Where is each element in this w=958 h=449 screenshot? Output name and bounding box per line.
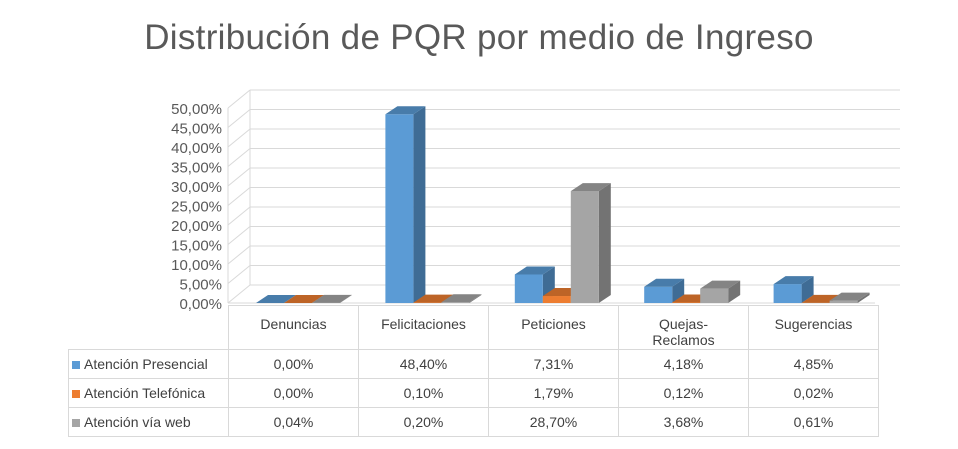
- bar-top: [829, 292, 870, 301]
- y-tick-label: 45,00%: [171, 121, 222, 138]
- series-name: Atención Presencial: [84, 356, 208, 372]
- y-tick-label: 50,00%: [171, 101, 222, 118]
- table-corner: [68, 305, 229, 350]
- side-gridline: [227, 206, 251, 226]
- side-gridline: [227, 284, 251, 304]
- side-gridline: [227, 167, 251, 187]
- bar-top: [385, 106, 426, 115]
- data-cell: 4,18%: [618, 349, 749, 379]
- bar-side: [728, 280, 741, 303]
- data-cell: 0,61%: [748, 407, 879, 437]
- bar: [644, 286, 673, 303]
- table-row: Atención Presencial 0,00% 48,40% 7,31% 4,18%…: [68, 349, 879, 379]
- table-row: Atención vía web 0,04% 0,20% 28,70% 3,68% 0,6…: [68, 407, 879, 437]
- category-label-line: Peticiones: [521, 316, 586, 332]
- side-gridline: [227, 265, 251, 284]
- bar: [570, 191, 599, 303]
- bar-top: [570, 183, 611, 192]
- category-label-line: Quejas-: [658, 316, 709, 332]
- data-cell: 0,12%: [618, 378, 749, 408]
- bar-side: [857, 292, 870, 303]
- side-gridline: [227, 109, 251, 128]
- bar-top: [413, 294, 454, 303]
- data-cell: 4,85%: [748, 349, 879, 379]
- category-label-line: Sugerencias: [774, 316, 853, 332]
- data-cell: 3,68%: [618, 407, 749, 437]
- bar-side: [801, 276, 814, 303]
- data-cell: 0,00%: [228, 378, 359, 408]
- legend-entry: Atención Telefónica: [68, 378, 229, 408]
- legend-key-icon: [72, 361, 80, 369]
- y-tick-label: 25,00%: [171, 199, 222, 216]
- y-tick-label: 15,00%: [171, 238, 222, 255]
- data-cell: 0,20%: [358, 407, 489, 437]
- bar: [514, 274, 543, 303]
- data-cell: 0,04%: [228, 407, 359, 437]
- bar-top: [700, 280, 741, 289]
- series-name: Atención Telefónica: [84, 385, 206, 401]
- data-cell: 0,10%: [358, 378, 489, 408]
- data-cell: 7,31%: [488, 349, 619, 379]
- bar-top: [773, 276, 814, 285]
- category-label: Denuncias: [228, 305, 359, 350]
- y-tick-label: 40,00%: [171, 140, 222, 157]
- bar-side: [413, 106, 426, 304]
- chart-title: Distribución de PQR por medio de Ingreso: [144, 18, 814, 57]
- bar: [829, 300, 858, 303]
- bar: [441, 302, 470, 303]
- category-label: Felicitaciones: [358, 305, 489, 350]
- side-gridline: [227, 148, 251, 167]
- bar-top: [256, 295, 296, 303]
- legend-entry: Atención Presencial: [68, 349, 229, 379]
- y-tick-label: 20,00%: [171, 218, 222, 235]
- table-row: Atención Telefónica 0,00% 0,10% 1,79% 0,12% 0…: [68, 378, 879, 408]
- bar-top: [441, 294, 482, 303]
- series-name: Atención vía web: [84, 414, 191, 430]
- bar: [700, 288, 729, 303]
- legend-key-icon: [72, 419, 80, 427]
- data-cell: 0,00%: [228, 349, 359, 379]
- bar: [773, 284, 802, 303]
- bar-top: [514, 266, 555, 275]
- data-cell: 28,70%: [488, 407, 619, 437]
- y-tick-label: 10,00%: [171, 257, 222, 274]
- bar-side: [598, 183, 611, 303]
- category-label-line: Felicitaciones: [381, 316, 466, 332]
- data-cell: 0,02%: [748, 378, 879, 408]
- y-tick-label: 30,00%: [171, 179, 222, 196]
- y-tick-label: 35,00%: [171, 160, 222, 177]
- bar: [542, 296, 571, 303]
- bar: [385, 114, 414, 304]
- side-gridline: [227, 128, 251, 148]
- data-table: Denuncias Felicitaciones Peticiones Quejas-…: [68, 305, 879, 437]
- side-gridline: [227, 245, 251, 265]
- category-label-line: Reclamos: [652, 332, 715, 348]
- category-label: Sugerencias: [748, 305, 879, 350]
- y-tick-label: 5,00%: [179, 277, 222, 294]
- bar-side: [340, 294, 352, 303]
- category-label: Quejas- Reclamos: [618, 305, 749, 350]
- legend-entry: Atención vía web: [68, 407, 229, 437]
- side-gridline: [227, 89, 251, 109]
- data-cell: 1,79%: [488, 378, 619, 408]
- side-gridline: [227, 187, 251, 206]
- bar-top: [644, 278, 685, 287]
- data-cell: 48,40%: [358, 349, 489, 379]
- bar-top: [312, 294, 352, 303]
- bar-top: [284, 295, 324, 303]
- side-gridline: [227, 226, 251, 245]
- bar-side: [469, 294, 482, 303]
- legend-key-icon: [72, 390, 80, 398]
- category-label: Peticiones: [488, 305, 619, 350]
- category-label-line: Denuncias: [260, 316, 327, 332]
